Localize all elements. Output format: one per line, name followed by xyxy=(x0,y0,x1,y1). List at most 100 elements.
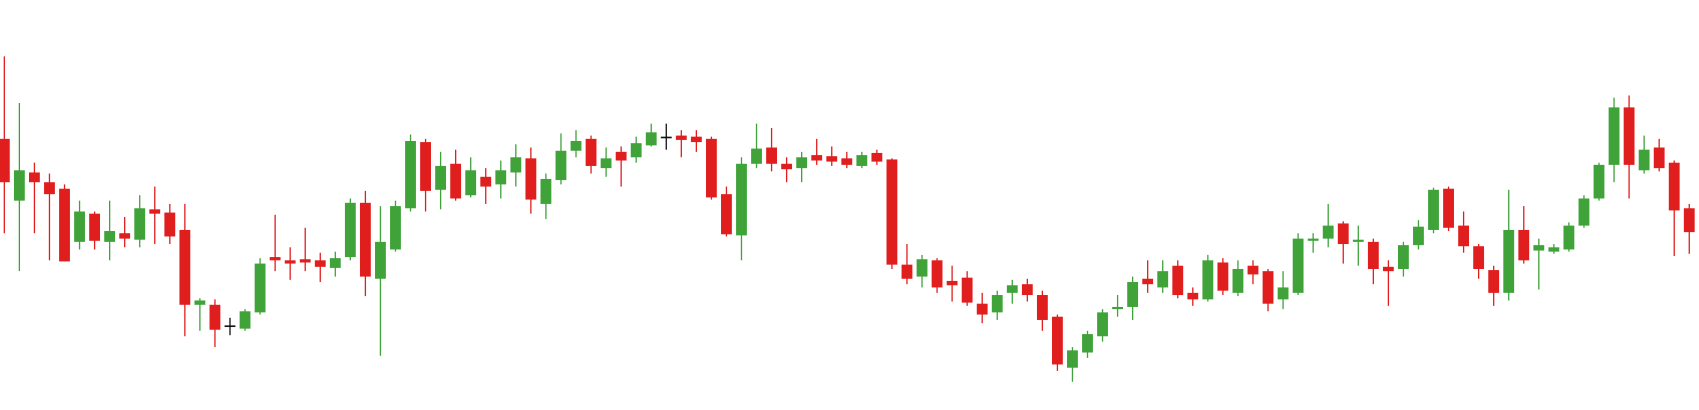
candle-body xyxy=(314,260,326,267)
candle-body xyxy=(1292,238,1304,293)
candle-body xyxy=(871,152,883,162)
candle-body xyxy=(209,304,221,330)
candle-body xyxy=(1277,287,1289,300)
candle-body xyxy=(194,300,206,305)
candle-body xyxy=(796,157,808,169)
candle-body xyxy=(405,141,416,209)
candle-body xyxy=(1608,107,1620,165)
candle-body xyxy=(1142,278,1154,285)
candle-body xyxy=(104,231,116,242)
candle-body xyxy=(1398,245,1409,269)
candle-body xyxy=(1097,312,1108,337)
candle-body xyxy=(1247,265,1259,275)
candle-body xyxy=(299,259,311,263)
candle-body xyxy=(149,209,161,214)
candle-body xyxy=(901,264,913,279)
candle-body xyxy=(164,212,176,237)
candle-body xyxy=(1382,266,1394,272)
candle-body xyxy=(645,132,657,146)
candle-body xyxy=(555,150,567,181)
candle-body xyxy=(1653,147,1665,169)
candle-body xyxy=(841,158,853,165)
candle-body xyxy=(74,211,85,242)
candle-body xyxy=(1623,107,1635,165)
candle-body xyxy=(1638,149,1650,171)
candle-body xyxy=(1232,268,1244,293)
candle-body xyxy=(946,280,958,286)
candle-body xyxy=(781,163,793,170)
candle-body xyxy=(615,151,627,161)
candle-body xyxy=(1428,189,1439,230)
candle-body xyxy=(179,229,191,305)
candle-body xyxy=(269,257,281,261)
candle-body xyxy=(359,202,371,277)
candle-body xyxy=(705,138,717,198)
candle-body xyxy=(540,178,552,204)
candle-body xyxy=(0,138,10,183)
candle-body xyxy=(1488,270,1500,293)
candle-body xyxy=(1051,316,1063,365)
candle-body xyxy=(495,170,507,185)
candle-body xyxy=(1307,238,1319,241)
candle-body xyxy=(961,277,973,303)
candle-body xyxy=(510,157,522,173)
candle-body xyxy=(585,138,597,166)
candle-body xyxy=(660,136,672,139)
candle-body xyxy=(766,147,777,164)
candle-body xyxy=(675,135,687,140)
candle-body xyxy=(13,170,25,201)
candle-body xyxy=(1548,247,1560,252)
candle-body xyxy=(344,202,356,258)
candle-body xyxy=(1593,164,1605,199)
candle-body xyxy=(1322,225,1334,239)
candle-body xyxy=(1337,223,1349,245)
candle-body xyxy=(1352,239,1364,242)
candle-body xyxy=(721,194,732,235)
candle-body xyxy=(856,155,868,166)
candle-body xyxy=(390,206,401,250)
candle-body xyxy=(1036,295,1048,320)
candle-body xyxy=(284,260,296,264)
candle-body xyxy=(59,188,70,262)
candle-body xyxy=(1458,225,1470,247)
candle-body xyxy=(811,155,823,161)
candle-body xyxy=(119,233,131,239)
candle-body xyxy=(224,325,236,328)
candle-body xyxy=(29,172,40,183)
candle-body xyxy=(736,163,747,236)
candle-body xyxy=(435,165,447,190)
candle-body xyxy=(480,176,492,187)
candle-body xyxy=(1082,334,1093,353)
candle-body xyxy=(886,159,898,265)
candle-body xyxy=(1473,246,1485,269)
candle-body xyxy=(570,141,582,151)
candle-body xyxy=(1443,188,1454,228)
candle-body xyxy=(630,143,642,158)
candle-body xyxy=(751,148,762,164)
candle-body xyxy=(916,259,928,277)
candle-body xyxy=(1367,241,1379,269)
candle-body xyxy=(1503,229,1515,293)
candle-body xyxy=(465,170,477,196)
candle-body xyxy=(1187,292,1199,300)
candle-body xyxy=(239,311,251,329)
candle-body xyxy=(1217,262,1229,291)
candle-body xyxy=(1127,282,1139,307)
candle-body xyxy=(89,213,101,241)
candle-body xyxy=(420,142,431,191)
candle-body xyxy=(1578,198,1590,226)
candle-body xyxy=(991,295,1003,313)
candle-body xyxy=(1006,285,1018,293)
candle-body xyxy=(1413,226,1424,246)
candle-body xyxy=(690,136,702,143)
candle-body xyxy=(1112,306,1124,310)
candle-body xyxy=(1021,284,1033,296)
candle-body xyxy=(1202,260,1214,300)
candle-body xyxy=(1262,271,1274,304)
candle-body xyxy=(976,303,988,315)
candle-body xyxy=(1668,162,1680,211)
candle-body xyxy=(254,263,266,313)
candle-body xyxy=(1518,229,1530,261)
candle-body xyxy=(375,241,386,279)
